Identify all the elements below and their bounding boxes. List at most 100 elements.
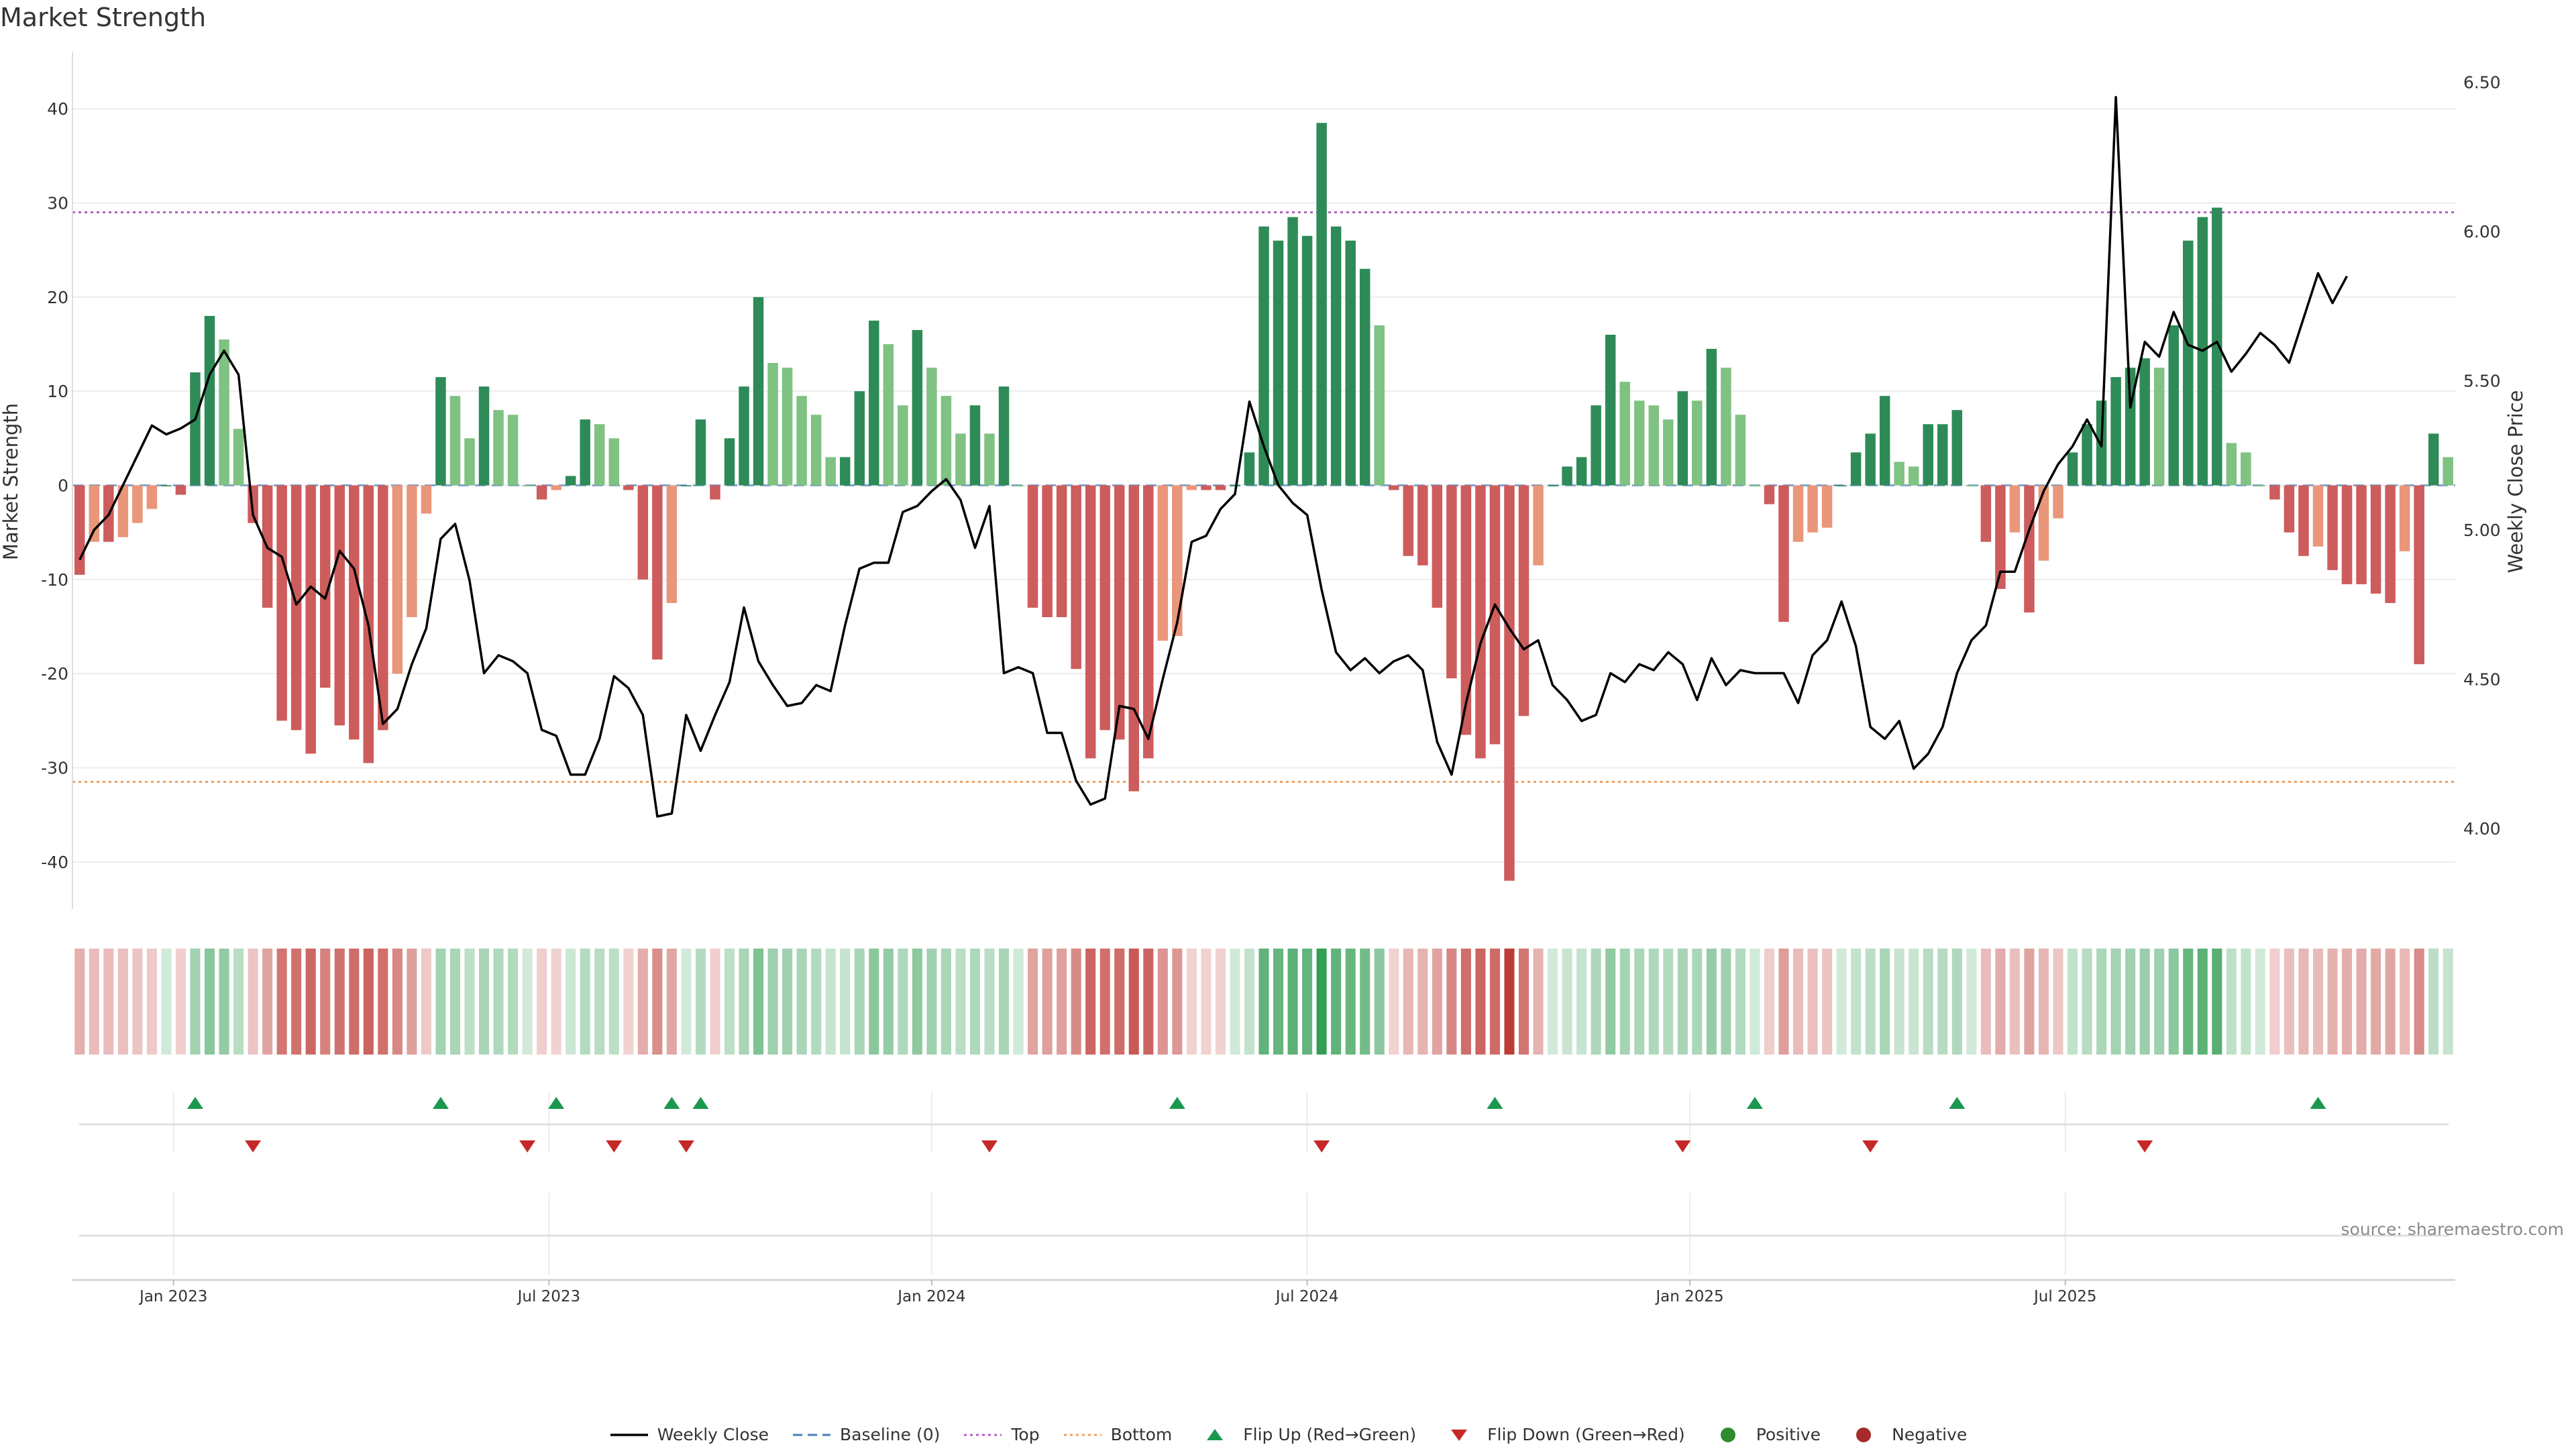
strength-bar xyxy=(1417,485,1428,566)
heat-cell xyxy=(1071,949,1081,1055)
strength-bar xyxy=(290,485,302,731)
flip-up-marker xyxy=(1746,1097,1763,1109)
heat-cell xyxy=(2414,949,2424,1055)
strength-bar xyxy=(1157,485,1169,641)
heat-cell xyxy=(1836,949,1847,1055)
heat-cell xyxy=(2168,949,2179,1055)
strength-bar xyxy=(435,377,446,486)
strength-bar xyxy=(1821,485,1833,528)
heat-cell xyxy=(811,949,822,1055)
heat-cell xyxy=(175,949,186,1055)
heat-cell xyxy=(1677,949,1688,1055)
strength-bar xyxy=(1056,485,1067,617)
strength-bar xyxy=(190,372,201,486)
heat-cell xyxy=(2009,949,2020,1055)
chart-title: Market Strength xyxy=(0,3,207,32)
heat-cell xyxy=(652,949,663,1055)
heat-cell xyxy=(566,949,576,1055)
x-tick-label: Jul 2025 xyxy=(2033,1288,2097,1305)
strength-bar xyxy=(2370,485,2381,594)
y-tick-label: 30 xyxy=(47,194,68,213)
heat-cell xyxy=(1778,949,1789,1055)
legend-label: Baseline (0) xyxy=(840,1425,941,1444)
strength-bar xyxy=(1042,485,1053,617)
strength-bar xyxy=(1879,396,1890,486)
heat-cell xyxy=(637,949,648,1055)
strength-bar xyxy=(1576,457,1587,486)
heat-cell xyxy=(1605,949,1616,1055)
y2-tick-label: 6.00 xyxy=(2463,222,2501,241)
strength-bar xyxy=(2327,485,2338,570)
heat-cell xyxy=(392,949,402,1055)
heat-cell xyxy=(320,949,331,1055)
heat-cell xyxy=(724,949,735,1055)
strength-bar xyxy=(998,386,1010,486)
strength-bar xyxy=(1518,485,1529,716)
strength-bar xyxy=(1388,485,1399,490)
strength-bar xyxy=(319,485,331,688)
strength-bar xyxy=(219,339,229,486)
heat-cell xyxy=(204,949,215,1055)
heat-cell xyxy=(854,949,865,1055)
heat-cell xyxy=(1244,949,1255,1055)
heat-cell xyxy=(1258,949,1269,1055)
heat-cell xyxy=(508,949,519,1055)
heat-cell xyxy=(2197,949,2208,1055)
heat-cell xyxy=(363,949,374,1055)
legend-label: Positive xyxy=(1756,1425,1821,1444)
heat-cell xyxy=(1706,949,1717,1055)
strength-bar xyxy=(926,368,937,486)
strength-bar xyxy=(1489,485,1501,745)
flip-down-marker xyxy=(245,1140,262,1152)
heat-cell xyxy=(1331,949,1342,1055)
strength-heat-strip xyxy=(74,949,2453,1055)
strength-bar xyxy=(1966,485,1977,487)
heat-cell xyxy=(608,949,619,1055)
strength-bar xyxy=(349,485,360,740)
heat-cell xyxy=(666,949,677,1055)
strength-bar xyxy=(869,320,879,486)
heat-cell xyxy=(1489,949,1500,1055)
y2-tick-label: 6.50 xyxy=(2463,72,2501,92)
strength-bar xyxy=(1330,226,1342,486)
x-tick-label: Jan 2025 xyxy=(1654,1288,1723,1305)
heat-cell xyxy=(1721,949,1731,1055)
strength-bar xyxy=(2269,485,2280,500)
heat-cell xyxy=(1663,949,1674,1055)
heat-cell xyxy=(435,949,446,1055)
heat-cell xyxy=(1287,949,1298,1055)
strength-bar xyxy=(407,485,417,617)
strength-bars xyxy=(74,123,2453,881)
strength-bar xyxy=(449,396,461,486)
strength-bar xyxy=(1692,400,1703,486)
heat-cell xyxy=(2139,949,2150,1055)
heat-cell xyxy=(1951,949,1962,1055)
heat-cell xyxy=(883,949,894,1055)
strength-bar xyxy=(2024,485,2035,612)
heat-cell xyxy=(1894,949,1904,1055)
flip-markers xyxy=(79,1092,2449,1275)
heat-cell xyxy=(1446,949,1457,1055)
strength-bar xyxy=(2284,485,2295,533)
legend-item: Flip Down (Green→Red) xyxy=(1439,1425,1685,1444)
legend-label: Negative xyxy=(1892,1425,1968,1444)
strength-bar xyxy=(1432,485,1443,608)
strength-bar xyxy=(1865,433,1876,486)
heat-cell xyxy=(1157,949,1168,1055)
heat-cell xyxy=(998,949,1010,1055)
y2-axis-title: Weekly Close Price xyxy=(2504,390,2527,574)
heat-cell xyxy=(1995,949,2006,1055)
heat-cell xyxy=(1648,949,1659,1055)
strength-bar xyxy=(2312,485,2324,547)
strength-bar xyxy=(464,438,475,486)
y-tick-label: 20 xyxy=(47,288,68,307)
strength-bar xyxy=(507,415,519,486)
strength-bar xyxy=(2356,485,2367,584)
heat-cell xyxy=(2385,949,2396,1055)
y-tick-label: 10 xyxy=(47,382,68,401)
heat-cell xyxy=(305,949,316,1055)
flip-down-marker xyxy=(678,1140,694,1152)
strength-bar xyxy=(1099,485,1110,731)
strength-bar xyxy=(522,485,533,487)
